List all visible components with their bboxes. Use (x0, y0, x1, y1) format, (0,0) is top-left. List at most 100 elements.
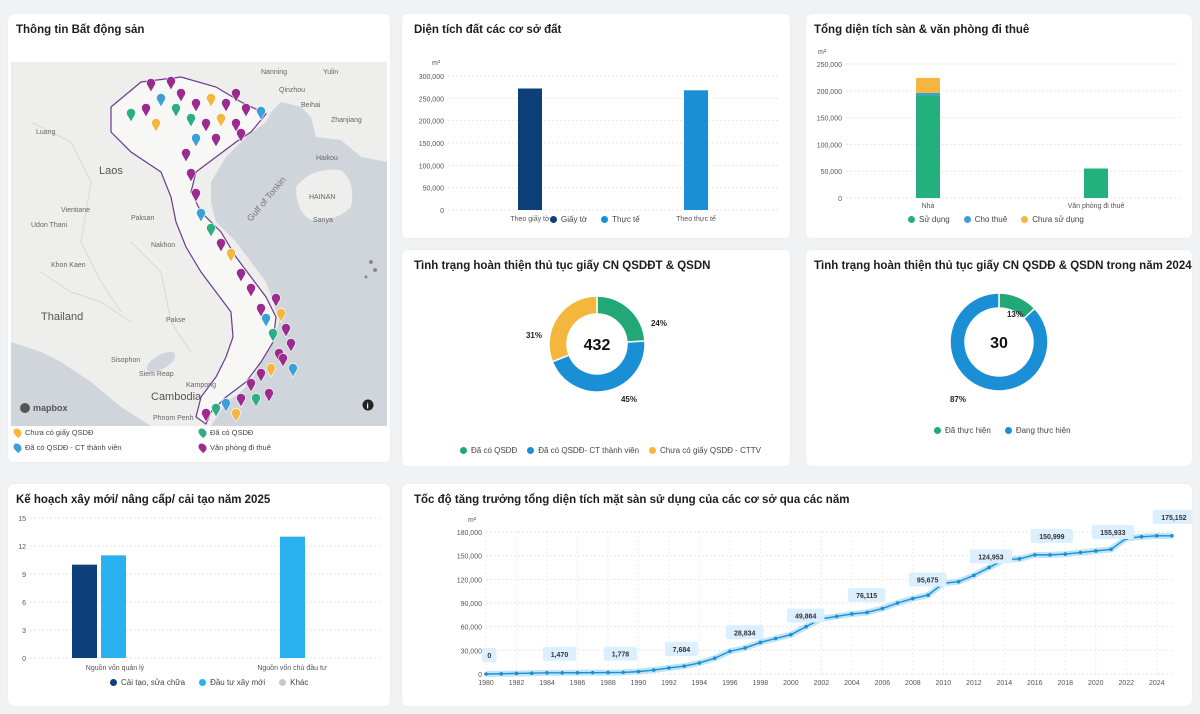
map-pin-icon[interactable] (251, 393, 261, 408)
data-point[interactable] (926, 593, 930, 597)
data-point[interactable] (590, 670, 595, 675)
bar-Giấy tờ[interactable] (518, 88, 542, 210)
data-point[interactable] (1109, 547, 1113, 552)
map-pin-icon[interactable] (231, 408, 241, 423)
data-point[interactable] (575, 670, 580, 675)
map-pin-icon[interactable] (156, 93, 166, 108)
map-pin-icon[interactable] (241, 103, 251, 118)
data-point[interactable] (1017, 557, 1022, 561)
data-point[interactable] (712, 656, 717, 661)
map-pin-icon[interactable] (256, 303, 266, 318)
legend-item-dau-tu-xay-moi[interactable]: Đầu tư xây mới (199, 678, 265, 687)
data-point[interactable] (621, 670, 625, 675)
data-point[interactable] (987, 565, 991, 570)
data-point[interactable] (499, 671, 504, 676)
data-point[interactable] (972, 573, 976, 578)
map-pin-icon[interactable] (191, 133, 201, 148)
map-pin-icon[interactable] (181, 148, 191, 163)
data-point[interactable] (804, 624, 808, 629)
bar-Cải tạo, sửa chữa[interactable] (72, 564, 97, 658)
data-point[interactable] (560, 671, 565, 675)
map-pin-icon[interactable] (221, 398, 231, 413)
map-pin-icon[interactable] (201, 408, 211, 423)
map-pin-icon[interactable] (256, 106, 266, 121)
donut-slice[interactable] (551, 340, 646, 393)
map-pin-icon[interactable] (166, 76, 176, 91)
map-pin-icon[interactable] (288, 363, 298, 378)
map-pin-icon[interactable] (191, 188, 201, 203)
bar-Cho thuê[interactable] (916, 92, 940, 96)
data-point[interactable] (865, 610, 869, 615)
legend-item-thuc-te[interactable]: Thực tế (601, 215, 640, 224)
data-point[interactable] (834, 614, 839, 619)
data-point[interactable] (789, 632, 793, 637)
data-point[interactable] (484, 672, 488, 676)
map-pin-icon[interactable] (246, 378, 256, 393)
data-point[interactable] (850, 612, 854, 616)
map-pin-icon[interactable] (196, 208, 206, 223)
data-point[interactable] (880, 606, 885, 611)
map-pin-icon[interactable] (191, 98, 201, 113)
map-pin-icon[interactable] (286, 338, 296, 353)
map-pin-icon[interactable] (221, 98, 231, 113)
map-legend-item-no-cert[interactable]: Chưa có giấy QSDĐ (11, 426, 199, 439)
data-point[interactable] (1078, 550, 1083, 555)
map-pin-icon[interactable] (231, 118, 241, 133)
map-pin-icon[interactable] (206, 93, 216, 108)
data-point[interactable] (1139, 534, 1144, 539)
data-point[interactable] (743, 646, 747, 650)
data-point[interactable] (1170, 534, 1174, 538)
bar-Thực tế[interactable] (684, 90, 708, 210)
data-point[interactable] (728, 649, 732, 654)
data-point[interactable] (636, 669, 641, 674)
map-pin-icon[interactable] (216, 238, 226, 253)
legend-item-khac[interactable]: Khác (279, 678, 308, 687)
legend-item-cai-tao[interactable]: Cải tạo, sửa chữa (110, 678, 185, 687)
map-pin-icon[interactable] (266, 363, 276, 378)
map-pin-icon[interactable] (281, 323, 291, 338)
map-pin-icon[interactable] (211, 403, 221, 418)
map-pin-icon[interactable] (261, 313, 271, 328)
data-point[interactable] (956, 579, 961, 584)
donut-slice[interactable] (596, 295, 646, 343)
map-pin-icon[interactable] (256, 368, 266, 383)
data-point[interactable] (697, 661, 702, 665)
data-point[interactable] (773, 636, 778, 641)
bar-Đầu tư xây mới[interactable] (280, 536, 305, 658)
data-point[interactable] (667, 666, 671, 670)
data-point[interactable] (529, 671, 534, 676)
legend-item-da-thuc-hien[interactable]: Đã thực hiện (934, 426, 991, 435)
map-pin-icon[interactable] (206, 223, 216, 238)
data-point[interactable] (1048, 553, 1052, 557)
data-point[interactable] (895, 601, 900, 605)
bar-Đầu tư xây mới[interactable] (101, 555, 126, 658)
data-point[interactable] (758, 640, 763, 645)
donut-slice[interactable] (548, 295, 598, 363)
map-pin-icon[interactable] (231, 88, 241, 103)
data-point[interactable] (1154, 534, 1159, 538)
map-pins-layer[interactable] (126, 76, 298, 423)
data-point[interactable] (1063, 552, 1068, 556)
map-pin-icon[interactable] (216, 113, 226, 128)
map-pin-icon[interactable] (146, 78, 156, 93)
map-info-button[interactable]: i (362, 399, 374, 411)
map-pin-icon[interactable] (236, 393, 246, 408)
data-point[interactable] (682, 664, 686, 668)
legend-item-chua-su-dung[interactable]: Chưa sử dụng (1021, 215, 1084, 224)
map-pin-icon[interactable] (246, 283, 256, 298)
bar-Sử dụng[interactable] (1084, 168, 1108, 198)
map-pin-icon[interactable] (211, 133, 221, 148)
real-estate-map[interactable]: Laos Thailand Cambodia Gulf of Tonkin HA… (11, 62, 387, 426)
legend-item-chua-co[interactable]: Chưa có giấy QSDĐ - CTTV (649, 446, 761, 455)
data-point[interactable] (911, 596, 915, 601)
bar-Chưa sử dụng[interactable] (916, 77, 940, 93)
legend-item-cho-thue[interactable]: Cho thuê (963, 215, 1007, 224)
data-point[interactable] (545, 671, 549, 675)
map-legend-item-has-cert[interactable]: Đã có QSDĐ (196, 426, 369, 439)
mapbox-logo[interactable]: mapbox (20, 403, 68, 413)
map-pin-icon[interactable] (186, 113, 196, 128)
legend-item-ct-thanh-vien[interactable]: Đã có QSDĐ- CT thành viên (527, 446, 639, 455)
map-pin-icon[interactable] (141, 103, 151, 118)
legend-item-su-dung[interactable]: Sử dụng (908, 215, 950, 224)
map-legend-item-rented[interactable]: Văn phòng đi thuê (196, 441, 369, 454)
